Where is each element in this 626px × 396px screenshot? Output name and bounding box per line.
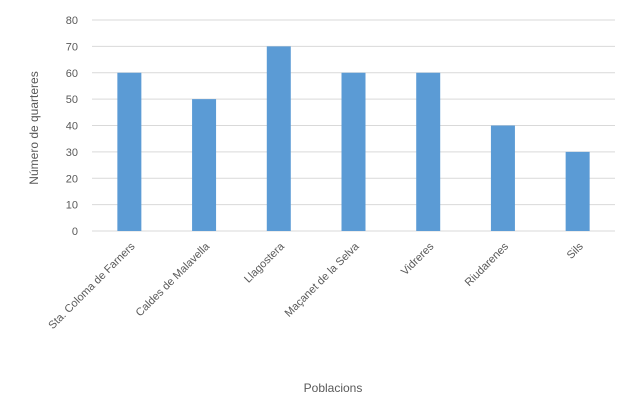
y-tick-label: 20 [66,173,78,185]
x-tick-label: Maçanet de la Selva [283,240,363,320]
bar [266,46,291,231]
x-tick-label: Sta. Coloma de Farners [46,240,137,331]
y-tick-label: 0 [72,226,78,238]
x-axis-title: Poblacions [304,381,363,395]
bar [341,72,366,231]
x-tick-label: Riudarenes [463,240,512,289]
y-tick-label: 50 [66,94,78,106]
bar [565,151,590,231]
y-tick-label: 70 [66,41,78,53]
bar [490,125,515,231]
x-tick-label: Llagostera [242,240,287,285]
y-axis-title: Número de quarteres [27,71,41,184]
y-tick-label: 60 [66,68,78,80]
y-tick-label: 80 [66,15,78,27]
y-tick-label: 40 [66,121,78,133]
x-tick-label: Vidreres [399,240,437,278]
y-tick-label: 30 [66,147,78,159]
bar [117,72,142,231]
y-axis-ticks: 0 10 20 30 40 50 60 70 80 [66,15,78,238]
x-tick-label: Caldes de Malavella [134,240,213,319]
x-tick-label: Sils [565,240,586,261]
bar [416,72,441,231]
bars [117,46,590,231]
bar [192,99,217,231]
y-tick-label: 10 [66,200,78,212]
